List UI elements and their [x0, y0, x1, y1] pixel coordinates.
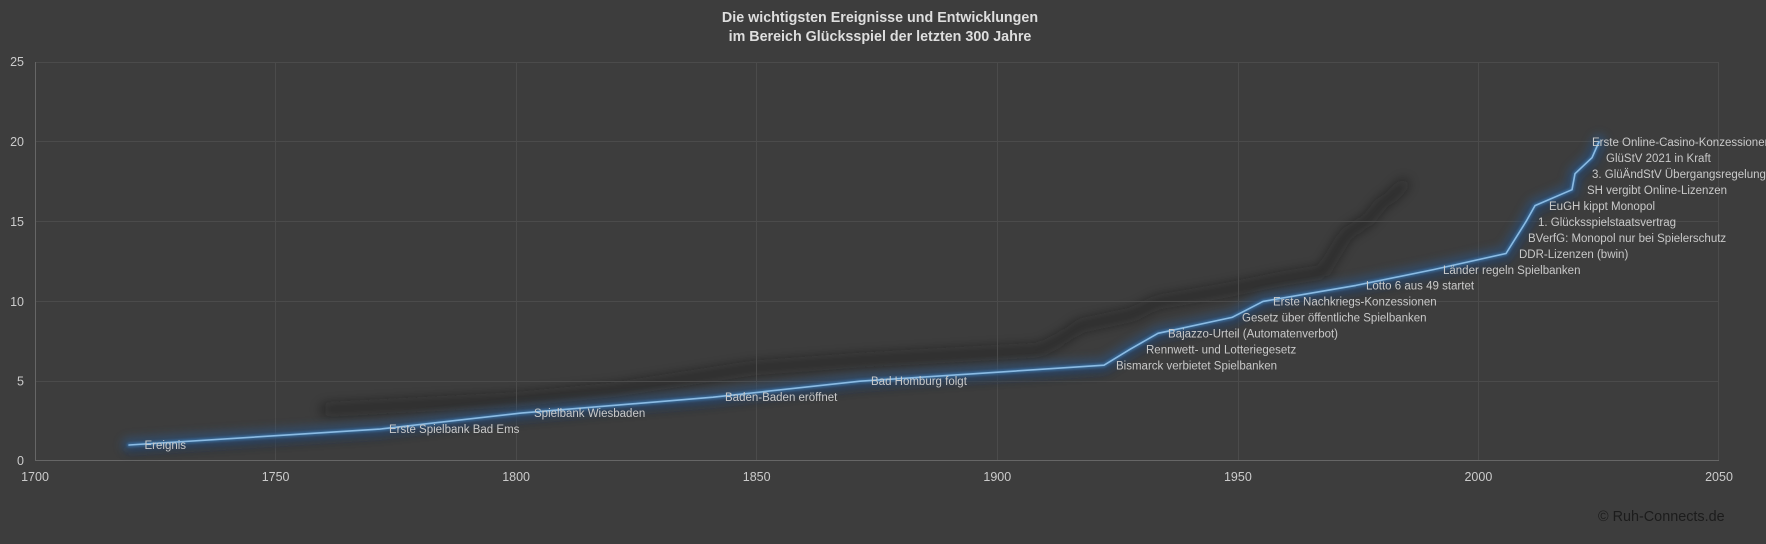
svg-text:1950: 1950: [1224, 470, 1252, 484]
svg-text:25: 25: [10, 55, 24, 69]
svg-text:GlüStV 2021 in Kraft: GlüStV 2021 in Kraft: [1606, 153, 1712, 165]
svg-text:2050: 2050: [1705, 470, 1733, 484]
svg-text:10: 10: [10, 295, 24, 309]
svg-text:1900: 1900: [983, 470, 1011, 484]
svg-text:0: 0: [17, 454, 24, 468]
svg-text:Bad Homburg folgt: Bad Homburg folgt: [871, 376, 968, 388]
svg-text:SH vergibt Online-Lizenzen: SH vergibt Online-Lizenzen: [1587, 185, 1727, 197]
svg-text:1700: 1700: [21, 470, 49, 484]
svg-text:2000: 2000: [1464, 470, 1492, 484]
svg-text:Lotto 6 aus 49 startet: Lotto 6 aus 49 startet: [1366, 281, 1475, 293]
svg-text:1850: 1850: [743, 470, 771, 484]
svg-text:1800: 1800: [502, 470, 530, 484]
svg-text:Ereignis: Ereignis: [145, 440, 187, 452]
svg-text:Spielbank Wiesbaden: Spielbank Wiesbaden: [534, 408, 645, 420]
svg-text:EuGH kippt Monopol: EuGH kippt Monopol: [1549, 201, 1655, 213]
svg-text:Gesetz über öffentliche Spielb: Gesetz über öffentliche Spielbanken: [1242, 313, 1427, 325]
svg-text:1750: 1750: [262, 470, 290, 484]
svg-text:5: 5: [17, 375, 24, 389]
svg-text:BVerfG: Monopol nur bei Spiele: BVerfG: Monopol nur bei Spielerschutz: [1528, 233, 1726, 245]
svg-text:Die wichtigsten Ereignisse und: Die wichtigsten Ereignisse und Entwicklu…: [722, 10, 1038, 26]
svg-text:im Bereich Glücksspiel der let: im Bereich Glücksspiel der letzten 300 J…: [729, 29, 1032, 45]
svg-text:DDR-Lizenzen (bwin): DDR-Lizenzen (bwin): [1519, 249, 1628, 261]
svg-text:Baden-Baden eröffnet: Baden-Baden eröffnet: [725, 392, 838, 404]
svg-text:15: 15: [10, 215, 24, 229]
svg-text:Erste Spielbank Bad Ems: Erste Spielbank Bad Ems: [389, 424, 520, 436]
svg-text:Bajazzo-Urteil (Automatenverbo: Bajazzo-Urteil (Automatenverbot): [1168, 329, 1338, 341]
svg-text:1. Glücksspielstaatsvertrag: 1. Glücksspielstaatsvertrag: [1538, 217, 1676, 229]
svg-text:© Ruh-Connects.de: © Ruh-Connects.de: [1598, 509, 1725, 525]
svg-text:Bismarck verbietet Spielbanken: Bismarck verbietet Spielbanken: [1116, 361, 1277, 373]
svg-text:20: 20: [10, 135, 24, 149]
svg-text:Rennwett- und Lotteriegesetz: Rennwett- und Lotteriegesetz: [1146, 345, 1296, 357]
svg-text:Erste Online-Casino-Konzession: Erste Online-Casino-Konzessionen: [1592, 137, 1766, 149]
svg-text:3. GlüÄndStV Übergangsregelung: 3. GlüÄndStV Übergangsregelung: [1592, 169, 1766, 181]
svg-text:Erste Nachkriegs-Konzessionen: Erste Nachkriegs-Konzessionen: [1273, 297, 1437, 309]
svg-text:Länder regeln Spielbanken: Länder regeln Spielbanken: [1443, 265, 1580, 277]
